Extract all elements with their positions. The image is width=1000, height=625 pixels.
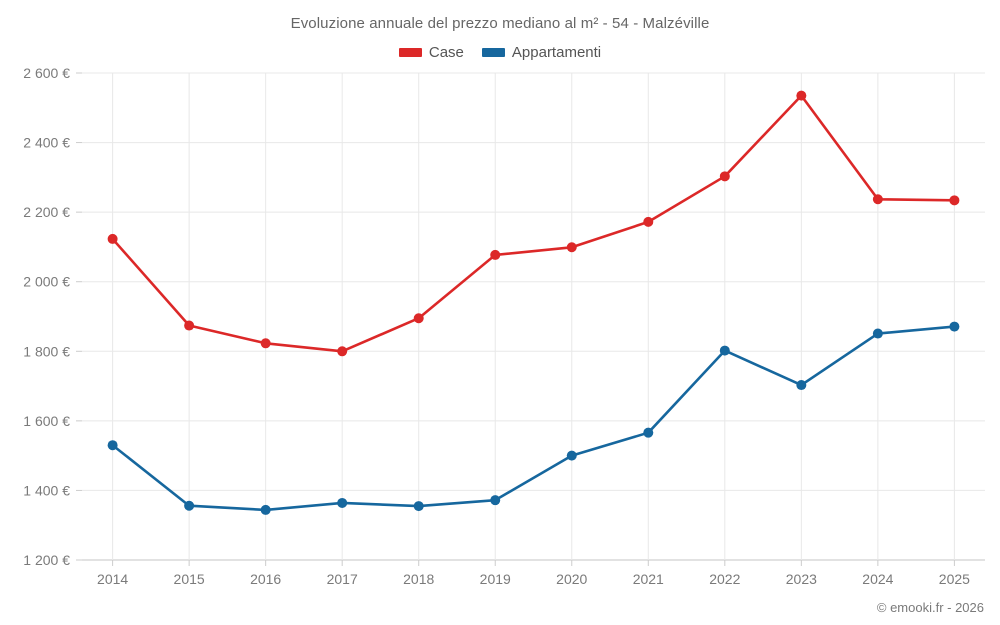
data-point[interactable] [107,440,118,451]
x-tick-label: 2017 [327,571,358,587]
x-tick-label: 2020 [556,571,587,587]
x-tick-label: 2023 [786,571,817,587]
data-point[interactable] [796,380,807,391]
y-axis-tick-labels: 1 200 € 1 400 € 1 600 € 1 800 € 2 000 € 2 200… [23,65,70,568]
data-point[interactable] [796,90,807,101]
data-point[interactable] [260,504,271,515]
x-tick-label: 2014 [97,571,128,587]
x-tick-label: 2025 [939,571,970,587]
chart-legend: Case Appartamenti [0,44,1000,61]
data-point[interactable] [872,328,883,339]
series-line-appartamenti [111,325,956,512]
y-tick-label: 1 800 € [23,343,70,359]
data-point[interactable] [337,497,348,508]
x-tick-label: 2024 [862,571,893,587]
x-tick-label: 2016 [250,571,281,587]
y-tick-label: 2 600 € [23,65,70,81]
x-axis-tick-marks [112,560,955,566]
data-point[interactable] [949,195,960,206]
legend-item-case[interactable]: Case [398,44,464,61]
x-axis-tick-labels: 2014 2015 2016 2017 2018 2019 2020 2021 2022 2023… [97,571,970,587]
data-point[interactable] [949,321,960,332]
data-point[interactable] [184,320,195,331]
legend-swatch-appartamenti [481,48,505,57]
y-tick-label: 2 000 € [23,274,70,290]
data-point[interactable] [719,345,730,356]
data-point[interactable] [337,346,348,357]
x-tick-label: 2022 [709,571,740,587]
data-point[interactable] [184,500,195,511]
data-point[interactable] [643,216,654,227]
y-tick-label: 2 200 € [23,204,70,220]
y-tick-label: 1 600 € [23,413,70,429]
data-point[interactable] [719,171,730,182]
x-tick-label: 2019 [480,571,511,587]
data-point[interactable] [413,313,424,324]
legend-label-case: Case [428,44,464,61]
x-tick-label: 2015 [174,571,205,587]
series-line-case [111,94,956,353]
data-point[interactable] [566,450,577,461]
data-point[interactable] [872,194,883,205]
data-point[interactable] [566,242,577,253]
data-point[interactable] [490,249,501,260]
data-point[interactable] [260,338,271,349]
footer-credit: © emooki.fr - 2026 [876,600,984,615]
series-lines [111,94,956,512]
y-tick-label: 1 200 € [23,552,70,568]
chart-title: Evoluzione annuale del prezzo mediano al… [290,15,710,32]
series-points [107,90,960,515]
grid-lines [76,72,985,561]
data-point[interactable] [107,233,118,244]
legend-swatch-case [398,48,422,57]
x-tick-label: 2018 [403,571,434,587]
y-tick-label: 2 400 € [23,135,70,151]
legend-item-appartamenti[interactable]: Appartamenti [481,44,602,61]
legend-label-appartamenti: Appartamenti [511,44,602,61]
y-tick-label: 1 400 € [23,482,70,498]
x-tick-label: 2021 [633,571,664,587]
data-point[interactable] [490,495,501,506]
data-point[interactable] [643,427,654,438]
data-point[interactable] [413,501,424,512]
